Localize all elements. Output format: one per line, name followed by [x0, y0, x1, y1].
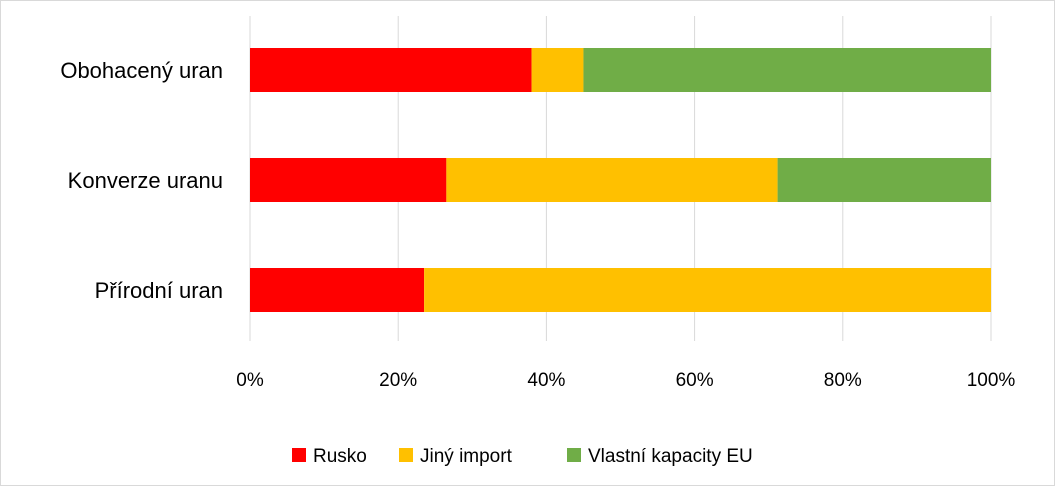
- bar-segment: [531, 48, 584, 92]
- legend-swatch: [292, 448, 306, 462]
- x-tick-label: 80%: [824, 370, 862, 391]
- legend-label: Vlastní kapacity EU: [588, 446, 753, 467]
- category-label: Přírodní uran: [95, 278, 223, 303]
- bar-segment: [777, 158, 991, 202]
- x-tick-label: 40%: [527, 370, 565, 391]
- bar-segment: [424, 268, 991, 312]
- bar-segment: [250, 268, 425, 312]
- legend-label: Rusko: [313, 446, 367, 467]
- category-label: Obohacený uran: [60, 58, 223, 83]
- category-label: Konverze uranu: [68, 168, 223, 193]
- x-axis-ticks: 0% 20% 40% 60% 80% 100%: [236, 370, 1015, 391]
- legend: Rusko Jiný import Vlastní kapacity EU: [292, 446, 753, 467]
- legend-swatch: [399, 448, 413, 462]
- x-tick-label: 20%: [379, 370, 417, 391]
- x-tick-label: 0%: [236, 370, 264, 391]
- x-tick-label: 100%: [967, 370, 1016, 391]
- bar-segment: [583, 48, 991, 92]
- bars: [250, 48, 991, 312]
- bar-segment: [250, 158, 447, 202]
- legend-label: Jiný import: [420, 446, 513, 467]
- bar-segment: [250, 48, 532, 92]
- x-tick-label: 60%: [676, 370, 714, 391]
- bar-segment: [446, 158, 778, 202]
- legend-swatch: [567, 448, 581, 462]
- category-labels: Obohacený uran Konverze uranu Přírodní ura…: [60, 58, 223, 303]
